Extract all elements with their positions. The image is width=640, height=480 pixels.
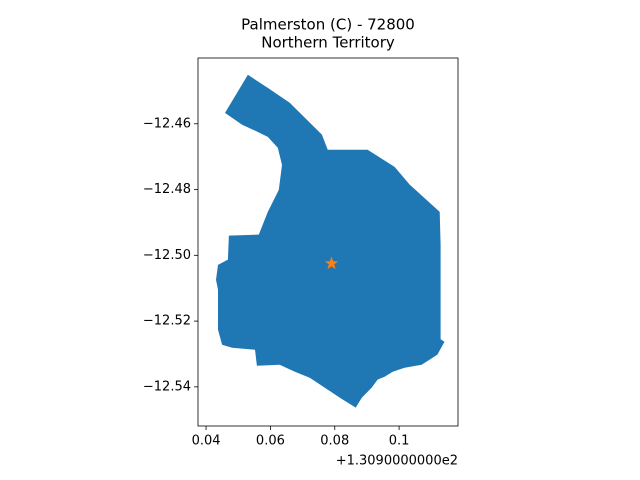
axes-frame: [197, 57, 459, 427]
x-tick-label: 0.06: [256, 434, 285, 449]
chart-subtitle: Northern Territory: [261, 34, 395, 52]
y-tick-label: −12.50: [143, 248, 191, 263]
x-tick-label: 0.1: [389, 434, 410, 449]
x-tick-label: 0.04: [192, 434, 221, 449]
centroid-marker: [324, 256, 339, 270]
y-tick-label: −12.54: [143, 379, 191, 394]
chart-title: Palmerston (C) - 72800: [241, 16, 415, 34]
y-tick-label: −12.48: [143, 182, 191, 197]
x-tick-label: 0.08: [320, 434, 349, 449]
region: [216, 74, 445, 408]
x-offset-label: +1.3090000000e2: [336, 454, 458, 469]
y-tick-label: −12.46: [143, 116, 191, 131]
y-tick-label: −12.52: [143, 314, 191, 329]
